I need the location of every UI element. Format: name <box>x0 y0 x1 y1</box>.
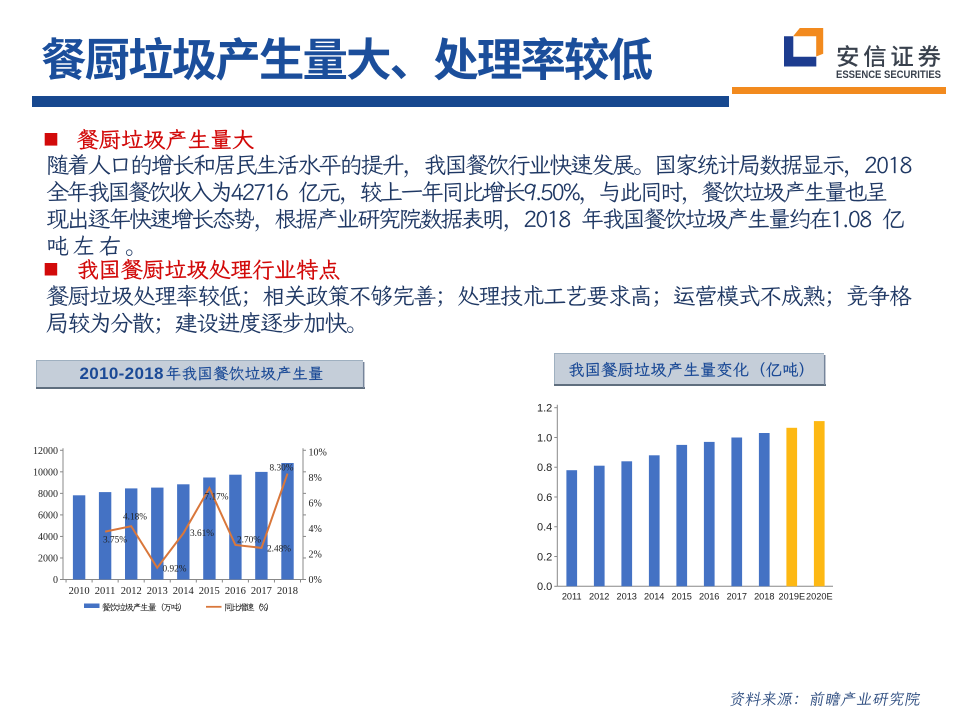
svg-text:2013: 2013 <box>147 586 168 597</box>
svg-text:2017: 2017 <box>727 592 747 602</box>
svg-text:0.6: 0.6 <box>537 492 552 504</box>
svg-text:2011: 2011 <box>95 586 116 597</box>
svg-text:1.0: 1.0 <box>537 432 552 444</box>
svg-text:2010-2018: 2010-2018 <box>80 364 164 383</box>
svg-text:7.17%: 7.17% <box>204 493 228 503</box>
svg-text:2015: 2015 <box>199 586 220 597</box>
svg-text:1.2: 1.2 <box>537 403 552 415</box>
svg-text:10000: 10000 <box>33 467 58 478</box>
svg-text:2011: 2011 <box>562 592 582 602</box>
svg-text:2012: 2012 <box>121 586 142 597</box>
svg-text:0.8: 0.8 <box>537 462 552 474</box>
svg-text:2000: 2000 <box>38 553 58 564</box>
svg-text:2014: 2014 <box>644 592 664 602</box>
svg-text:2018: 2018 <box>277 586 298 597</box>
svg-text:2016: 2016 <box>225 586 246 597</box>
svg-text:2015: 2015 <box>671 592 691 602</box>
svg-text:6000: 6000 <box>38 510 58 521</box>
svg-text:2020E: 2020E <box>806 592 833 602</box>
svg-text:2%: 2% <box>309 549 322 560</box>
svg-text:2.48%: 2.48% <box>267 545 291 555</box>
svg-text:3.61%: 3.61% <box>190 529 214 539</box>
svg-text:6%: 6% <box>309 498 322 509</box>
svg-text:8000: 8000 <box>38 489 58 500</box>
svg-text:0%: 0% <box>309 575 322 586</box>
svg-text:ESSENCE SECURITIES: ESSENCE SECURITIES <box>836 69 941 81</box>
svg-text:0: 0 <box>53 575 58 586</box>
svg-text:4.18%: 4.18% <box>123 513 147 523</box>
svg-text:2017: 2017 <box>251 586 272 597</box>
svg-text:4%: 4% <box>309 524 322 535</box>
svg-text:0.92%: 0.92% <box>162 565 186 575</box>
svg-text:3.75%: 3.75% <box>103 536 127 546</box>
svg-text:8%: 8% <box>309 473 322 484</box>
svg-text:8.30%: 8.30% <box>269 464 293 474</box>
svg-text:2012: 2012 <box>589 592 609 602</box>
svg-text:0.2: 0.2 <box>537 551 552 563</box>
svg-text:0.4: 0.4 <box>537 522 552 534</box>
svg-text:2016: 2016 <box>699 592 719 602</box>
svg-text:2014: 2014 <box>173 586 195 597</box>
svg-text:2018: 2018 <box>754 592 774 602</box>
svg-text:2010: 2010 <box>69 586 90 597</box>
svg-text:12000: 12000 <box>33 446 58 457</box>
svg-text:2019E: 2019E <box>779 592 806 602</box>
svg-text:4000: 4000 <box>38 532 58 543</box>
svg-text:2.70%: 2.70% <box>237 536 261 546</box>
svg-text:0.0: 0.0 <box>537 581 552 593</box>
svg-text:2013: 2013 <box>616 592 636 602</box>
svg-text:10%: 10% <box>309 447 327 458</box>
